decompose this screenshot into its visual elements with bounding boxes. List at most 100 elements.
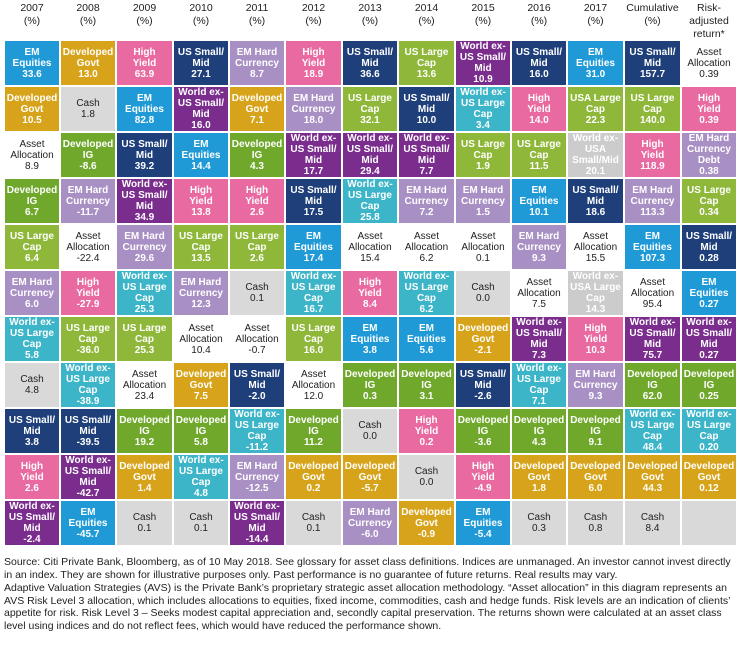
return-value: -4.9: [474, 482, 492, 494]
column-header: Cumulative (%): [626, 2, 679, 27]
return-cell: EM Equities 14.4: [174, 133, 228, 177]
return-value: 6.7: [25, 206, 39, 218]
return-value: 82.8: [134, 114, 155, 126]
asset-class-label: US Large Cap: [630, 92, 675, 115]
return-cell: EM Equities 33.6: [5, 41, 59, 85]
asset-class-label: EM Hard Currency: [517, 230, 561, 253]
return-cell: Asset Allocation 6.2: [399, 225, 454, 269]
return-value: 113.3: [640, 206, 665, 218]
return-cell: High Yield 8.4: [343, 271, 397, 315]
return-value: 10.9: [473, 74, 493, 85]
return-value: 0.34: [699, 206, 719, 218]
return-value: 32.1: [360, 114, 380, 126]
return-value: 10.4: [191, 344, 211, 356]
return-value: 62.0: [642, 390, 663, 402]
return-cell: Developed IG 11.2: [286, 409, 341, 453]
return-cell: Developed Govt 0.12: [682, 455, 736, 499]
return-value: 39.2: [134, 160, 155, 172]
return-cell: EM Equities 5.6: [399, 317, 454, 361]
return-value: 12.3: [191, 298, 211, 310]
return-value: 0.1: [194, 523, 208, 534]
return-value: 0.27: [699, 350, 719, 361]
asset-class-label: EM Equities: [125, 92, 164, 115]
footnote-source: Source: Citi Private Bank, Bloomberg, as…: [4, 556, 731, 581]
return-cell: EM Hard Currency -12.5: [230, 455, 284, 499]
column-header: 2007 (%): [20, 2, 44, 27]
return-value: 95.4: [642, 298, 663, 310]
asset-class-label: EM Hard Currency: [348, 506, 392, 529]
asset-class-label: High Yield: [301, 46, 326, 69]
return-cell: US Large Cap 6.4: [5, 225, 59, 269]
return-value: 0.39: [699, 114, 719, 126]
return-value: 9.3: [532, 252, 546, 264]
asset-class-label: US Small/ Mid: [629, 46, 676, 69]
asset-class-label: High Yield: [20, 460, 44, 483]
asset-class-label: World ex- US Large Cap: [121, 271, 168, 304]
return-cell: High Yield -4.9: [456, 455, 510, 499]
asset-class-label: Developed IG: [457, 414, 509, 437]
asset-class-label: Asset Allocation: [573, 230, 618, 253]
return-cell: US Small/ Mid 18.6: [568, 179, 623, 223]
return-value: 1.8: [81, 109, 95, 120]
asset-class-label: EM Hard Currency: [179, 276, 223, 299]
return-value: -45.7: [76, 528, 100, 540]
return-value: 33.6: [22, 68, 42, 80]
return-cell: Developed IG 5.8: [174, 409, 228, 453]
asset-class-label: EM Hard Currency: [461, 184, 505, 207]
asset-class-label: Asset Allocation: [10, 138, 54, 161]
return-value: 10.3: [585, 344, 606, 356]
return-value: 16.0: [303, 344, 324, 356]
return-cell: High Yield 118.9: [625, 133, 680, 177]
return-value: -6.0: [361, 528, 379, 540]
return-cell: High Yield 0.2: [399, 409, 454, 453]
asset-class-label: High Yield: [471, 460, 495, 483]
return-value: 29.4: [360, 166, 380, 177]
return-value: 0.1: [137, 523, 152, 534]
return-cell: Asset Allocation 15.5: [568, 225, 623, 269]
return-value: 2.6: [250, 206, 264, 218]
return-cell: EM Hard Currency 18.0: [286, 87, 341, 131]
asset-class-label: Developed Govt: [401, 506, 452, 529]
return-value: 3.4: [476, 120, 490, 131]
return-cell: US Large Cap 11.5: [512, 133, 566, 177]
return-value: 3.8: [25, 436, 39, 448]
asset-class-label: Cash: [132, 512, 157, 523]
return-value: 1.5: [476, 206, 490, 218]
return-cell: EM Hard Currency 9.3: [568, 363, 623, 407]
asset-class-label: Cash: [20, 374, 44, 385]
return-cell: US Small/ Mid 36.6: [343, 41, 397, 85]
return-value: 0.28: [699, 252, 719, 264]
return-cell: Developed Govt 7.5: [174, 363, 228, 407]
asset-class-label: World ex- US Small/ Mid: [121, 179, 168, 212]
asset-class-label: Cash: [358, 420, 382, 431]
asset-class-label: EM Equities: [12, 46, 52, 69]
asset-class-label: US Large Cap: [404, 46, 449, 69]
return-value: 4.3: [532, 436, 546, 448]
asset-class-label: Asset Allocation: [291, 368, 336, 391]
asset-class-label: Asset Allocation: [630, 276, 675, 299]
return-value: 13.6: [416, 68, 437, 80]
asset-class-label: Developed IG: [119, 414, 170, 437]
asset-class-label: US Large Cap: [235, 230, 279, 253]
return-value: -14.4: [245, 534, 269, 545]
return-cell: US Large Cap 32.1: [343, 87, 397, 131]
column-header: 2009 (%): [132, 2, 157, 27]
asset-class-label: EM Equities: [68, 506, 108, 529]
asset-class-label: Developed IG: [62, 138, 114, 161]
column-header: 2015 (%): [471, 2, 495, 27]
return-value: 4.8: [194, 488, 208, 499]
return-cell: World ex- US Large Cap 5.8: [5, 317, 59, 361]
return-cell: US Large Cap 16.0: [286, 317, 341, 361]
asset-class-label: EM Hard Currency: [122, 230, 167, 253]
return-cell: Cash 0.0: [399, 455, 454, 499]
column-header: 2008 (%): [76, 2, 100, 27]
return-value: -0.9: [417, 528, 436, 540]
return-cell: Asset Allocation 0.39: [682, 41, 736, 85]
return-cell: World ex- US Small/ Mid 29.4: [343, 133, 397, 177]
asset-class-label: World ex-USA Small/Mid: [572, 133, 619, 166]
return-value: 4.8: [25, 385, 39, 396]
return-cell: EM Hard Currency 9.3: [512, 225, 566, 269]
return-value: 118.9: [640, 160, 665, 172]
return-cell: EM Hard Currency 113.3: [625, 179, 680, 223]
asset-class-label: EM Equities: [463, 506, 503, 529]
